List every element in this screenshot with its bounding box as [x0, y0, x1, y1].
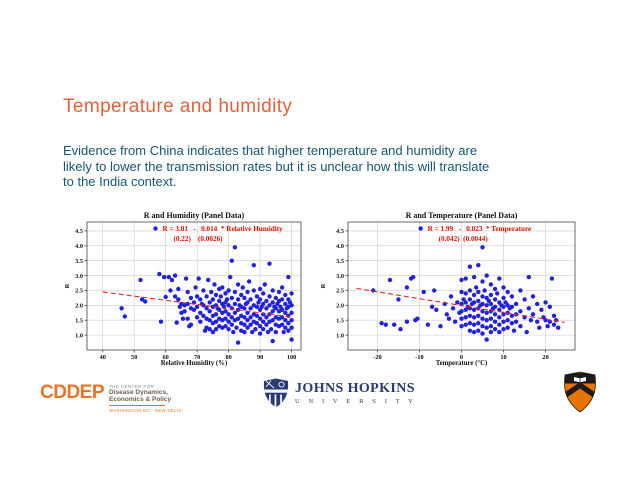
cddep-cities: WASHINGTON DC · NEW DELHI — [109, 407, 182, 413]
johns-hopkins-shield-icon — [263, 378, 289, 408]
svg-text:R = 3.01 - 0.014 * Relati: R = 3.01 - 0.014 * Relative Humidity — [162, 225, 283, 233]
johns-hopkins-university-label: U N I V E R S I T Y — [295, 397, 417, 405]
cddep-wordmark: CDDEP — [40, 382, 105, 403]
svg-text:2.0: 2.0 — [336, 303, 344, 310]
svg-text:2.5: 2.5 — [336, 288, 344, 295]
svg-text:3.5: 3.5 — [75, 258, 83, 265]
scatter-plot-svg: -20 -10 0 10 20 1.0 1.5 2.0 2.5 3.0 3.5 4.0 4.5 R and… — [318, 210, 585, 367]
body-line-3: to the India context. — [63, 174, 177, 189]
princeton-logo — [562, 371, 598, 418]
svg-text:1.5: 1.5 — [75, 317, 83, 324]
svg-text:4.0: 4.0 — [75, 243, 83, 250]
slide-body-text: Evidence from China indicates that highe… — [63, 143, 489, 190]
svg-text:1.0: 1.0 — [75, 332, 83, 339]
cddep-line-1: Disease Dynamics, — [109, 389, 168, 396]
svg-text:80: 80 — [225, 354, 231, 361]
svg-text:50: 50 — [131, 354, 137, 361]
body-line-2: likely to lower the transmission rates b… — [63, 158, 490, 174]
svg-text:3.0: 3.0 — [75, 273, 83, 280]
slide-title: Temperature and humidity — [63, 96, 293, 117]
svg-text:70: 70 — [194, 354, 200, 361]
svg-text:1.0: 1.0 — [336, 332, 344, 339]
svg-text:R: R — [320, 283, 327, 288]
princeton-shield-icon — [564, 371, 596, 413]
cddep-divider — [109, 405, 166, 406]
svg-text:-10: -10 — [415, 354, 423, 361]
cddep-logo-text: THE CENTER FOR Disease Dynamics, Economi… — [109, 384, 182, 413]
svg-text:100: 100 — [287, 354, 296, 361]
johns-hopkins-text: JOHNS HOPKINS U N I V E R S I T Y — [295, 380, 417, 405]
svg-text:2.0: 2.0 — [75, 303, 83, 310]
svg-text:Temperature (°C): Temperature (°C) — [436, 360, 488, 367]
svg-text:R: R — [64, 283, 71, 288]
svg-text:R and Humidity (Panel Data): R and Humidity (Panel Data) — [144, 211, 245, 220]
svg-text:-20: -20 — [373, 354, 381, 361]
cddep-logo: CDDEP THE CENTER FOR Disease Dynamics, E… — [40, 383, 182, 413]
svg-text:60: 60 — [163, 354, 169, 361]
humidity-scatter-chart: 40 50 60 70 80 90 100 1.0 1.5 2.0 2.5 3.0 3.5 4.0 4.5 R… — [62, 210, 308, 367]
cddep-line-2: Economics & Policy — [109, 396, 172, 403]
svg-text:90: 90 — [257, 354, 263, 361]
svg-text:2.5: 2.5 — [75, 288, 83, 295]
temperature-scatter-chart: -20 -10 0 10 20 1.0 1.5 2.0 2.5 3.0 3.5 4.0 4.5 R and… — [318, 210, 585, 367]
svg-text:20: 20 — [542, 354, 548, 361]
svg-text:40: 40 — [100, 354, 106, 361]
svg-text:R = 1.99 - 0.023 * Temper: R = 1.99 - 0.023 * Temperature — [428, 225, 532, 233]
svg-text:3.5: 3.5 — [336, 258, 344, 265]
svg-text:4.5: 4.5 — [336, 228, 344, 235]
svg-text:R and Temperature (Panel Data): R and Temperature (Panel Data) — [406, 211, 518, 220]
body-line-1: Evidence from China indicates that highe… — [63, 143, 478, 158]
svg-text:1.5: 1.5 — [336, 317, 344, 324]
svg-text:Relative Humidity (%): Relative Humidity (%) — [161, 360, 227, 367]
svg-text:(0.042) (0.0044): (0.042) (0.0044) — [439, 235, 489, 243]
johns-hopkins-name: JOHNS HOPKINS — [295, 380, 415, 396]
svg-text:10: 10 — [500, 354, 506, 361]
cddep-tagline: THE CENTER FOR — [109, 384, 155, 389]
svg-text:0: 0 — [460, 354, 463, 361]
scatter-plot-svg: 40 50 60 70 80 90 100 1.0 1.5 2.0 2.5 3.0 3.5 4.0 4.5 R… — [62, 210, 308, 367]
svg-text:3.0: 3.0 — [336, 273, 344, 280]
johns-hopkins-logo: JOHNS HOPKINS U N I V E R S I T Y — [263, 378, 416, 408]
svg-text:4.5: 4.5 — [75, 228, 83, 235]
svg-text:4.0: 4.0 — [336, 243, 344, 250]
svg-text:(0.22) (0.0026): (0.22) (0.0026) — [173, 235, 223, 243]
